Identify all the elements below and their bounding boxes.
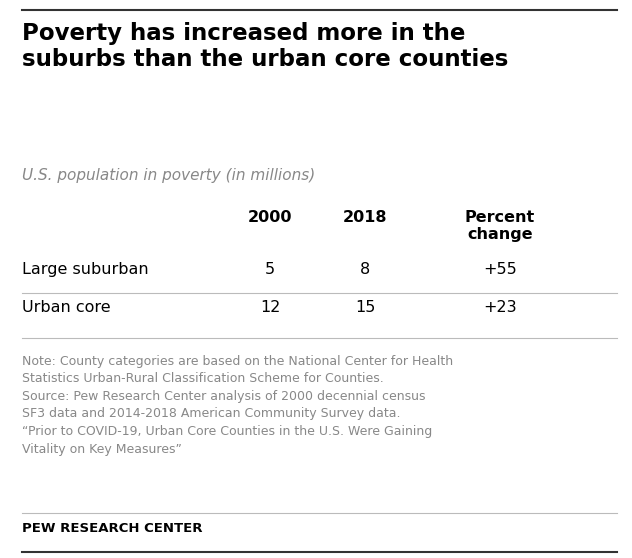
Text: 2018: 2018 (343, 210, 387, 225)
Text: 8: 8 (360, 262, 370, 277)
Text: +23: +23 (483, 300, 517, 315)
Text: 2000: 2000 (248, 210, 292, 225)
Text: +55: +55 (483, 262, 517, 277)
Text: Poverty has increased more in the
suburbs than the urban core counties: Poverty has increased more in the suburb… (22, 22, 508, 71)
Text: Large suburban: Large suburban (22, 262, 149, 277)
Text: 12: 12 (260, 300, 280, 315)
Text: 15: 15 (355, 300, 375, 315)
Text: 5: 5 (265, 262, 275, 277)
Text: Note: County categories are based on the National Center for Health
Statistics U: Note: County categories are based on the… (22, 355, 453, 455)
Text: Percent
change: Percent change (465, 210, 535, 242)
Text: Urban core: Urban core (22, 300, 111, 315)
Text: U.S. population in poverty (in millions): U.S. population in poverty (in millions) (22, 168, 315, 183)
Text: PEW RESEARCH CENTER: PEW RESEARCH CENTER (22, 522, 202, 535)
